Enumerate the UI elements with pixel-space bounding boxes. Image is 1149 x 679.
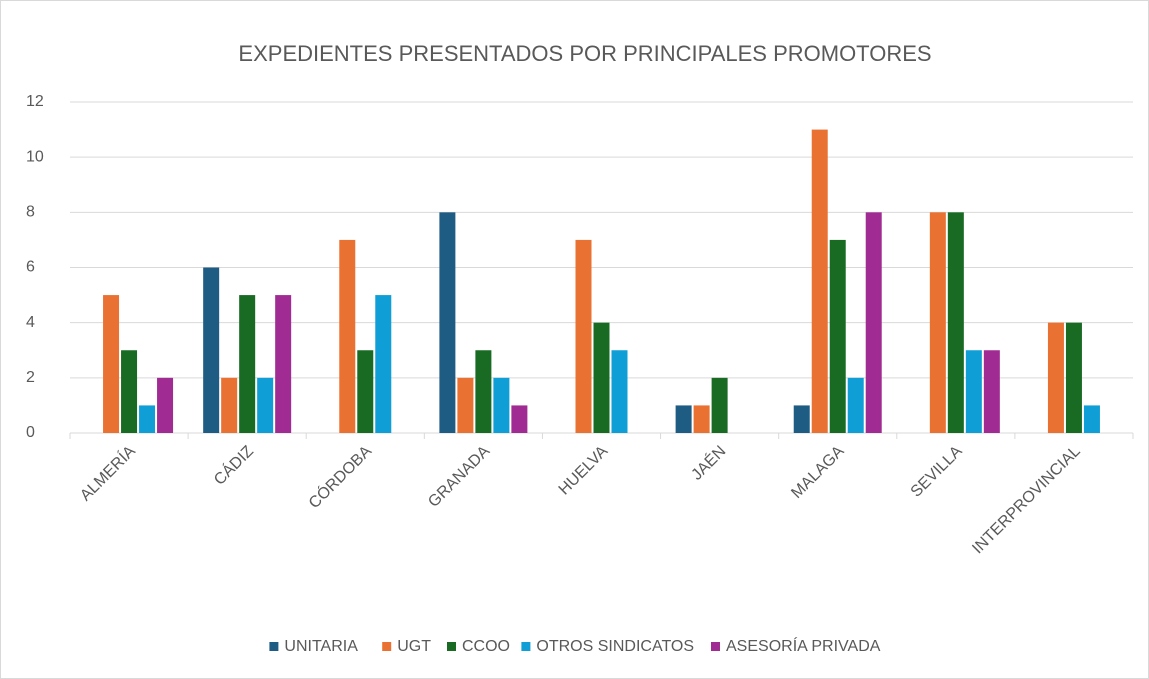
- y-tick-label: 12: [26, 93, 44, 110]
- legend-label: UGT: [397, 638, 431, 655]
- bar: [983, 350, 1000, 433]
- bar: [711, 377, 728, 433]
- legend-swatch: [447, 642, 456, 651]
- bar: [257, 377, 274, 433]
- bar: [157, 377, 174, 433]
- bar: [575, 239, 592, 433]
- legend-swatch: [382, 642, 392, 651]
- bar: [439, 212, 456, 433]
- y-tick-label: 8: [26, 204, 35, 221]
- y-tick-label: 10: [26, 148, 44, 165]
- bar: [593, 322, 610, 433]
- bar: [203, 267, 220, 433]
- bar: [865, 212, 882, 433]
- bar: [339, 239, 356, 433]
- bar: [121, 350, 138, 433]
- legend-label: CCOO: [462, 638, 510, 655]
- legend-label: ASESORÍA PRIVADA: [726, 636, 881, 655]
- legend-swatch: [711, 642, 720, 651]
- bar: [1047, 322, 1064, 433]
- bar: [675, 405, 692, 433]
- y-tick-label: 6: [26, 259, 35, 276]
- bar: [375, 295, 392, 433]
- bar: [475, 350, 492, 433]
- bar: [811, 129, 828, 434]
- legend-swatch: [521, 642, 531, 651]
- bar: [965, 350, 982, 433]
- bar: [275, 295, 292, 433]
- bar: [611, 350, 628, 433]
- bar: [847, 377, 864, 433]
- y-tick-label: 4: [26, 314, 35, 331]
- bar: [221, 377, 238, 433]
- legend-label: UNITARIA: [284, 638, 358, 655]
- bar: [1083, 405, 1100, 433]
- bar: [793, 405, 810, 433]
- y-tick-label: 0: [26, 424, 35, 441]
- chart-title: EXPEDIENTES PRESENTADOS POR PRINCIPALES …: [238, 41, 931, 66]
- bar: [929, 212, 946, 433]
- y-tick-label: 2: [26, 369, 35, 386]
- bar: [1065, 322, 1082, 433]
- bar: [947, 212, 964, 433]
- bar: [457, 377, 474, 433]
- bar: [239, 295, 256, 433]
- bar: [357, 350, 374, 433]
- legend-swatch: [269, 642, 279, 651]
- bar: [693, 405, 710, 433]
- bar: [103, 295, 120, 433]
- bar: [139, 405, 156, 433]
- bar: [829, 239, 846, 433]
- legend-label: OTROS SINDICATOS: [536, 638, 694, 655]
- bar: [493, 377, 510, 433]
- bar: [511, 405, 528, 433]
